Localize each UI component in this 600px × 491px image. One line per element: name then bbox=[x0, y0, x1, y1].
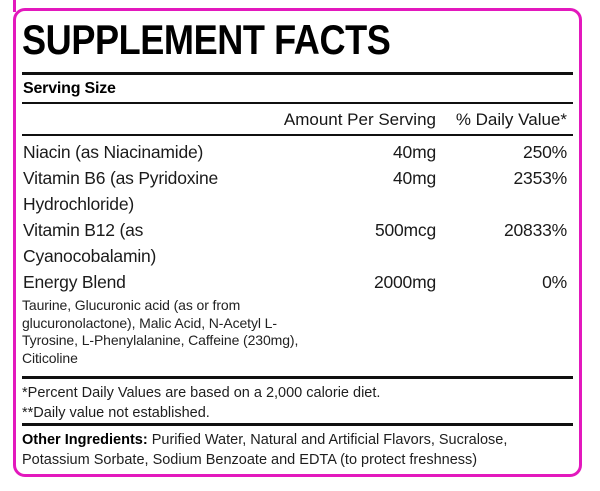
other-ingredients-label: Other Ingredients: bbox=[22, 432, 148, 448]
nutrient-name: Vitamin B12 (as Cyanocobalamin) bbox=[23, 220, 157, 266]
nutrient-daily-value: 2353% bbox=[513, 168, 568, 188]
nutrient-amount: 40mg bbox=[393, 142, 436, 162]
column-header-amount: Amount Per Serving bbox=[283, 110, 436, 129]
divider-thick-other bbox=[22, 423, 573, 426]
divider-thin-serving bbox=[22, 102, 573, 104]
nutrient-name: Niacin (as Niacinamide) bbox=[23, 142, 204, 162]
serving-size-label: Serving Size bbox=[23, 80, 116, 97]
nutrient-amount: 500mcg bbox=[374, 220, 436, 240]
divider-thin-header bbox=[22, 134, 573, 136]
column-header-row: Amount Per Serving % Daily Value* bbox=[21, 104, 574, 134]
table-row-vitamin-b12: Vitamin B12 (as Cyanocobalamin) 500mcg 2… bbox=[21, 217, 574, 269]
other-ingredients: Other Ingredients: Purified Water, Natur… bbox=[21, 426, 574, 472]
panel-title: SUPPLEMENT FACTS bbox=[22, 16, 391, 63]
facts-panel: SUPPLEMENT FACTS Serving Size Amount Per… bbox=[13, 8, 582, 477]
column-header-daily-value: % Daily Value* bbox=[455, 110, 567, 129]
table-row-vitamin-b6: Vitamin B6 (as Pyridoxine Hydrochloride)… bbox=[21, 165, 574, 217]
nutrient-name: Energy Blend bbox=[23, 272, 126, 292]
nutrient-rows: Niacin (as Niacinamide) 40mg 250% Vitami… bbox=[21, 139, 574, 367]
other-ingredients-text: Purified Water, Natural and Artificial F… bbox=[22, 432, 508, 468]
divider-thick-footnotes bbox=[22, 376, 573, 379]
energy-blend-details: Taurine, Glucuronic acid (as or from glu… bbox=[22, 297, 299, 366]
cropped-pink-line bbox=[13, 0, 16, 12]
table-row-niacin: Niacin (as Niacinamide) 40mg 250% bbox=[21, 139, 574, 165]
table-row-energy-blend: Energy Blend 2000mg 0% bbox=[21, 269, 574, 295]
nutrient-name: Vitamin B6 (as Pyridoxine Hydrochloride) bbox=[23, 168, 219, 214]
nutrient-daily-value: 0% bbox=[542, 272, 567, 292]
column-header-spacer bbox=[22, 110, 244, 130]
nutrient-amount: 2000mg bbox=[373, 272, 436, 292]
footnote-daily-values: *Percent Daily Values are based on a 2,0… bbox=[22, 385, 381, 401]
footnotes: *Percent Daily Values are based on a 2,0… bbox=[21, 379, 574, 423]
divider-thick-top bbox=[22, 72, 573, 75]
nutrient-amount: 40mg bbox=[393, 168, 436, 188]
nutrient-daily-value: 20833% bbox=[503, 220, 567, 240]
footnote-not-established: **Daily value not established. bbox=[22, 404, 210, 421]
nutrient-daily-value: 250% bbox=[523, 142, 567, 162]
